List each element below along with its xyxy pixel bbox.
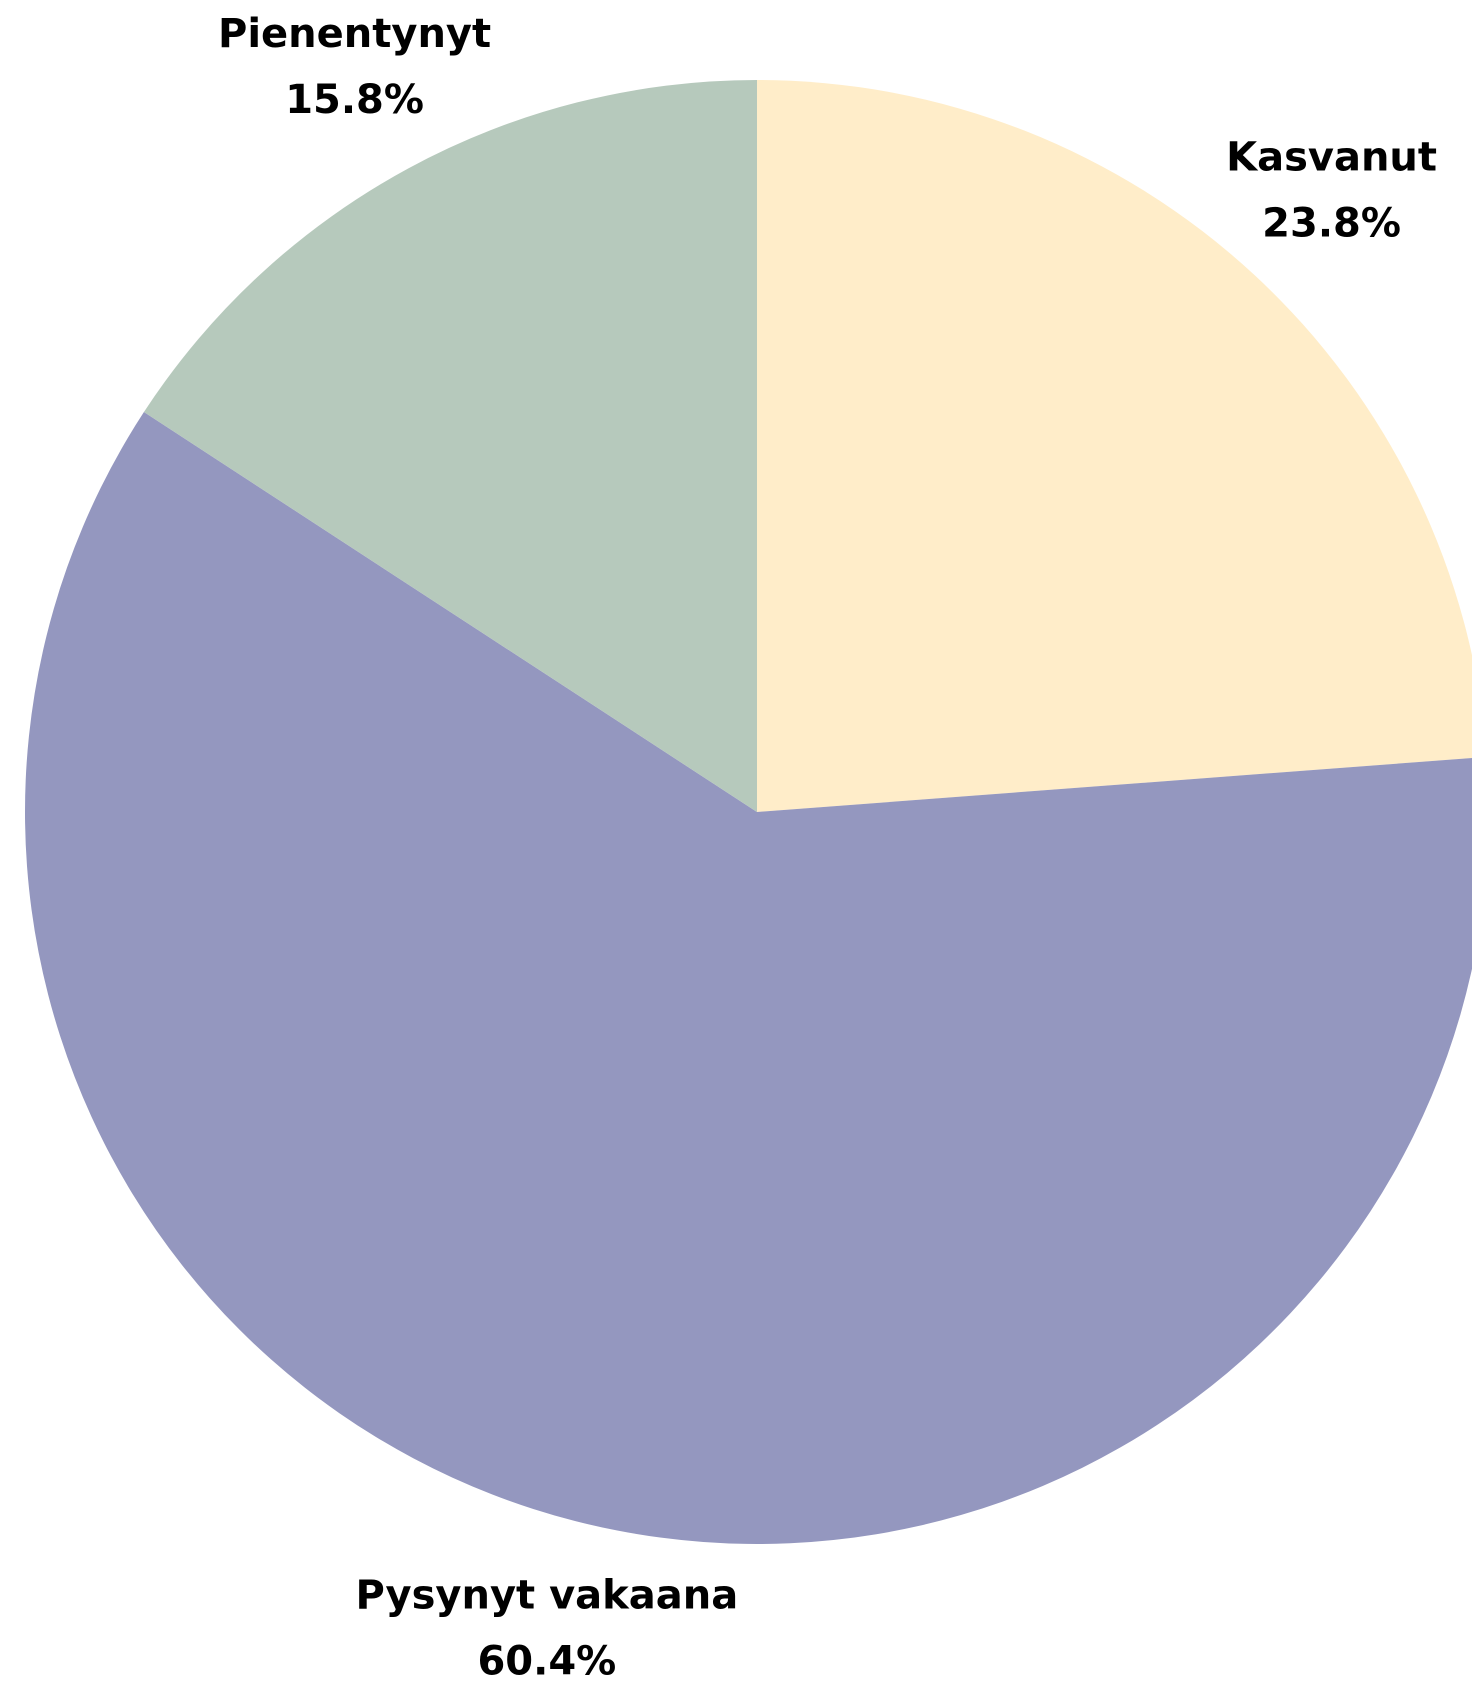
slice-label: Pysynyt vakaana — [355, 1572, 738, 1618]
pie-slice — [757, 80, 1472, 812]
value-label: 15.8% — [285, 77, 424, 123]
slice-label: Kasvanut — [1226, 134, 1437, 180]
pie-slice — [25, 412, 1472, 1544]
value-label: 23.8% — [1262, 200, 1401, 246]
slice-label: Pienentynyt — [218, 11, 491, 57]
value-label: 60.4% — [477, 1638, 616, 1684]
pie-slice — [143, 80, 758, 812]
